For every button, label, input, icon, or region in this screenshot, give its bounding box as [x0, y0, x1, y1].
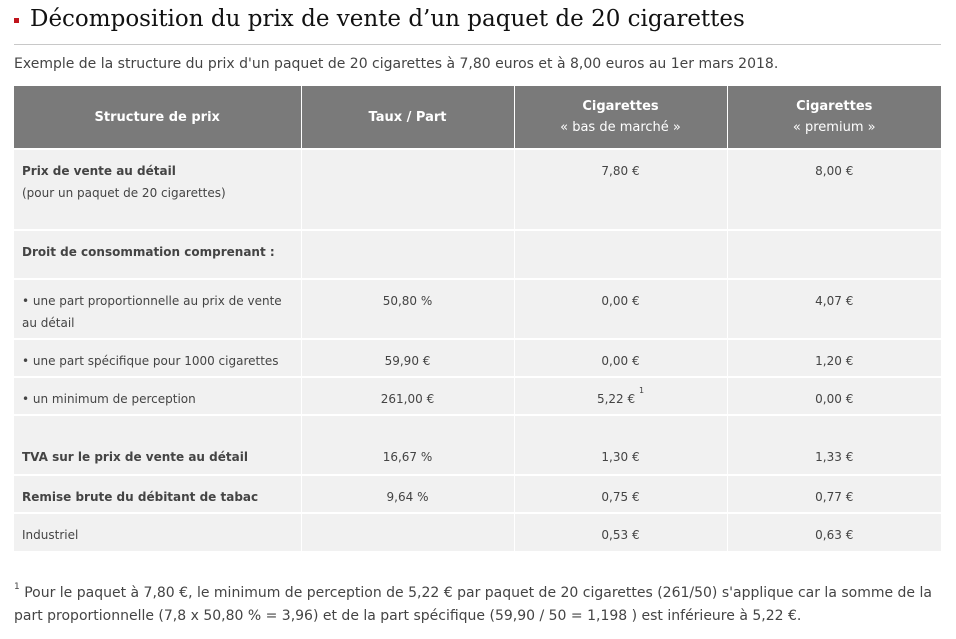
header-bas-line2: « bas de marché »	[560, 120, 681, 135]
row-bas-value: 1,30 €	[513, 414, 727, 475]
table-row: • un minimum de perception 261,00 € 5,22…	[14, 376, 941, 415]
footnote-ref: 1	[638, 386, 645, 395]
row-bas-value: 0,00 €	[513, 278, 727, 339]
header-structure: Structure de prix	[14, 86, 301, 149]
footnote: 1 Pour le paquet à 7,80 €, le minimum de…	[14, 582, 944, 628]
table-row: TVA sur le prix de vente au détail 16,67…	[14, 414, 941, 475]
title-row: Décomposition du prix de vente d’un paqu…	[14, 4, 941, 45]
row-premium-value	[726, 229, 941, 279]
footnote-marker: 1	[14, 582, 20, 592]
row-premium-value: 0,77 €	[726, 474, 941, 513]
row-rate: 16,67 %	[300, 414, 514, 475]
header-rate: Taux / Part	[300, 86, 514, 149]
row-label: Industriel	[14, 512, 301, 551]
table-row: Remise brute du débitant de tabac 9,64 %…	[14, 474, 941, 513]
table-row: Droit de consommation comprenant :	[14, 229, 941, 279]
row-label-main: Prix de vente au détail	[22, 164, 176, 178]
header-premium-line1: Cigarettes	[796, 99, 873, 114]
row-rate: 59,90 €	[300, 338, 514, 377]
header-premium: Cigarettes « premium »	[726, 86, 941, 149]
row-rate	[300, 229, 514, 279]
row-premium-value: 4,07 €	[726, 278, 941, 339]
row-label: Prix de vente au détail (pour un paquet …	[14, 148, 301, 230]
row-label: • une part spécifique pour 1000 cigarett…	[14, 338, 301, 377]
footnote-text: Pour le paquet à 7,80 €, le minimum de p…	[14, 585, 932, 624]
row-bas-value: 5,22 € 1	[513, 376, 727, 415]
row-label: • une part proportionnelle au prix de ve…	[14, 278, 301, 339]
title-bullet-icon	[14, 18, 19, 23]
price-structure-table: Structure de prix Taux / Part Cigarettes…	[14, 86, 941, 551]
row-rate	[300, 148, 514, 230]
header-bas-line1: Cigarettes	[582, 99, 659, 114]
row-bas-value-text: 5,22 €	[596, 392, 636, 406]
row-bas-value: 0,00 €	[513, 338, 727, 377]
table-row: Prix de vente au détail (pour un paquet …	[14, 148, 941, 230]
row-rate: 50,80 %	[300, 278, 514, 339]
row-rate	[300, 512, 514, 551]
row-premium-value: 0,63 €	[726, 512, 941, 551]
table-row: Industriel 0,53 € 0,63 €	[14, 512, 941, 551]
row-label: TVA sur le prix de vente au détail	[14, 414, 301, 475]
page-subtitle: Exemple de la structure du prix d'un paq…	[14, 56, 779, 72]
row-premium-value: 1,20 €	[726, 338, 941, 377]
table-row: • une part proportionnelle au prix de ve…	[14, 278, 941, 339]
table-row: • une part spécifique pour 1000 cigarett…	[14, 338, 941, 377]
table-header-row: Structure de prix Taux / Part Cigarettes…	[14, 86, 941, 149]
header-premium-line2: « premium »	[792, 120, 876, 135]
row-label: Remise brute du débitant de tabac	[14, 474, 301, 513]
row-label-sub: (pour un paquet de 20 cigarettes)	[22, 186, 226, 200]
row-label: • un minimum de perception	[14, 376, 301, 415]
row-premium-value: 0,00 €	[726, 376, 941, 415]
header-bas-de-marche: Cigarettes « bas de marché »	[513, 86, 727, 149]
page-title: Décomposition du prix de vente d’un paqu…	[30, 6, 745, 32]
row-label: Droit de consommation comprenant :	[14, 229, 301, 279]
row-premium-value: 8,00 €	[726, 148, 941, 230]
row-rate: 9,64 %	[300, 474, 514, 513]
row-bas-value: 0,53 €	[513, 512, 727, 551]
row-bas-value: 7,80 €	[513, 148, 727, 230]
row-premium-value: 1,33 €	[726, 414, 941, 475]
row-bas-value: 0,75 €	[513, 474, 727, 513]
row-bas-value	[513, 229, 727, 279]
row-rate: 261,00 €	[300, 376, 514, 415]
